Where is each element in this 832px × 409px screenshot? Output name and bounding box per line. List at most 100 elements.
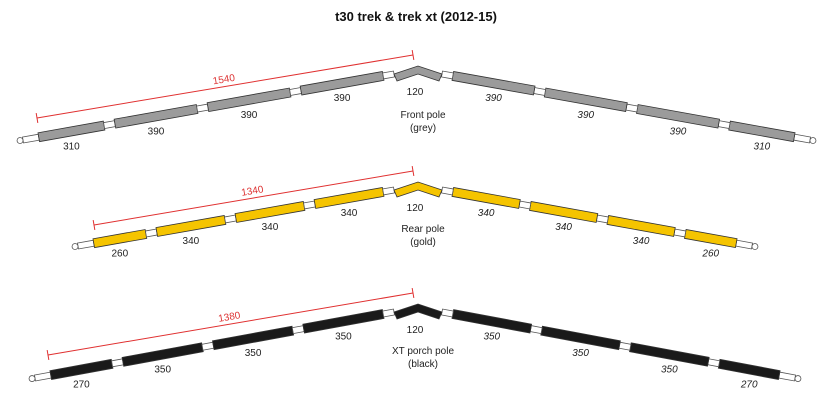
left-connector-3-porch [291, 325, 305, 335]
diagram-title: t30 trek & trek xt (2012-15) [335, 9, 497, 24]
right-segment-3-rear [529, 201, 599, 223]
pole-color-porch: (black) [408, 359, 438, 370]
left-segment-2-front [113, 104, 199, 129]
left-segment-1-front [37, 120, 106, 143]
left-segment-4-rear [313, 187, 385, 209]
left-segment-2-rear [155, 215, 227, 237]
left-connector-3-rear [303, 200, 316, 210]
right-connector-2-front [625, 103, 639, 113]
pole-rear: 260 340 340 340 260 340 340 340 120 1340 Rear pole… [71, 165, 759, 260]
left-segment-3-front [206, 87, 292, 112]
pole-color-front: (grey) [410, 123, 436, 134]
right-end-tip-rear [735, 239, 753, 250]
dimension-line-rear [93, 170, 414, 226]
right-segment-2-porch [629, 342, 710, 367]
left-connector-4-rear [382, 186, 395, 196]
right-segment-1-front [728, 120, 796, 143]
left-connector-1-front [103, 120, 116, 129]
left-segment-label-4-front: 390 [334, 93, 351, 104]
right-connector-2-porch [618, 341, 632, 351]
right-connector-3-rear [518, 200, 532, 210]
right-segment-4-porch [451, 309, 533, 334]
dimension-label-front: 1540 [212, 73, 236, 88]
left-segment-3-porch [211, 325, 295, 351]
left-segment-label-2-front: 390 [148, 126, 165, 137]
left-end-tip-front [22, 133, 40, 144]
left-connector-3-front [289, 87, 302, 96]
pole-color-rear: (gold) [410, 237, 436, 248]
left-connector-2-front [196, 103, 209, 113]
right-connector-2-rear [595, 214, 609, 224]
right-connector-4-front [441, 70, 454, 80]
left-segment-label-3-rear: 340 [262, 222, 279, 233]
left-connector-4-front [382, 70, 395, 80]
right-connector-1-rear [673, 228, 687, 238]
left-segment-1-porch [49, 358, 114, 380]
left-connector-1-rear [144, 228, 158, 238]
left-end-cap-front [16, 137, 24, 144]
right-segment-label-3-porch: 350 [572, 348, 589, 359]
right-connector-3-porch [529, 325, 543, 335]
right-end-cap-porch [794, 375, 802, 382]
right-end-tip-front [793, 133, 811, 144]
left-segment-label-3-front: 390 [241, 110, 258, 121]
right-segment-label-4-porch: 350 [483, 331, 500, 342]
dimension-tick-start-front [35, 112, 39, 124]
right-segment-label-3-rear: 340 [555, 222, 572, 233]
right-connector-1-porch [707, 358, 721, 368]
right-segment-4-rear [451, 187, 521, 209]
pole-name-rear: Rear pole [401, 224, 445, 235]
pole-front: 310 390 390 390 310 390 390 390 120 1540 Front pol… [16, 49, 817, 152]
left-segment-1-rear [92, 229, 148, 249]
right-segment-1-rear [684, 229, 738, 249]
left-segment-4-porch [302, 309, 385, 334]
apex-label-rear: 120 [407, 203, 424, 214]
apex-hub-porch [393, 303, 443, 320]
right-segment-label-3-front: 390 [577, 110, 594, 121]
right-connector-4-rear [441, 186, 454, 196]
left-end-cap-porch [28, 375, 36, 382]
dimension-tick-end-porch [411, 287, 415, 299]
left-end-cap-rear [71, 243, 79, 250]
dimension-label-rear: 1340 [241, 184, 265, 199]
dimension-tick-start-rear [92, 219, 96, 231]
left-connector-2-porch [201, 341, 215, 351]
pole-name-front: Front pole [400, 110, 445, 121]
pole-porch: 270 350 350 350 270 350 350 350 120 1380 XT porch … [28, 287, 802, 390]
dimension-tick-end-front [411, 49, 415, 61]
right-connector-3-front [533, 87, 547, 96]
left-segment-label-2-porch: 350 [154, 365, 171, 376]
apex-hub-front [393, 65, 443, 82]
left-connector-2-rear [224, 214, 237, 224]
pole-name-porch: XT porch pole [392, 346, 455, 357]
dimension-line-porch [47, 292, 414, 356]
dimension-label-porch: 1380 [218, 310, 242, 325]
left-segment-label-4-rear: 340 [341, 208, 358, 219]
left-end-tip-porch [33, 371, 52, 382]
apex-label-porch: 120 [407, 325, 424, 336]
right-end-tip-porch [778, 371, 797, 382]
left-segment-label-3-porch: 350 [245, 348, 262, 359]
right-segment-label-4-front: 390 [485, 93, 502, 104]
left-connector-4-porch [382, 308, 396, 318]
left-segment-label-2-rear: 340 [183, 236, 200, 247]
left-connector-1-porch [111, 358, 124, 368]
dimension-tick-end-rear [411, 165, 415, 177]
left-segment-label-1-front: 310 [63, 141, 80, 152]
right-connector-4-porch [440, 308, 454, 318]
right-segment-2-front [636, 104, 720, 129]
right-end-cap-rear [751, 243, 759, 250]
right-segment-3-porch [540, 325, 621, 351]
right-segment-3-front [543, 87, 628, 112]
right-segment-label-2-porch: 350 [661, 365, 678, 376]
apex-hub-rear [393, 181, 443, 198]
right-segment-4-front [451, 71, 536, 96]
right-segment-label-1-front: 310 [754, 141, 771, 152]
dimension-line-front [36, 54, 414, 119]
right-segment-2-rear [606, 215, 676, 237]
right-segment-label-1-porch: 270 [740, 379, 758, 390]
right-segment-label-2-rear: 340 [633, 236, 650, 247]
apex-label-front: 120 [407, 87, 424, 98]
